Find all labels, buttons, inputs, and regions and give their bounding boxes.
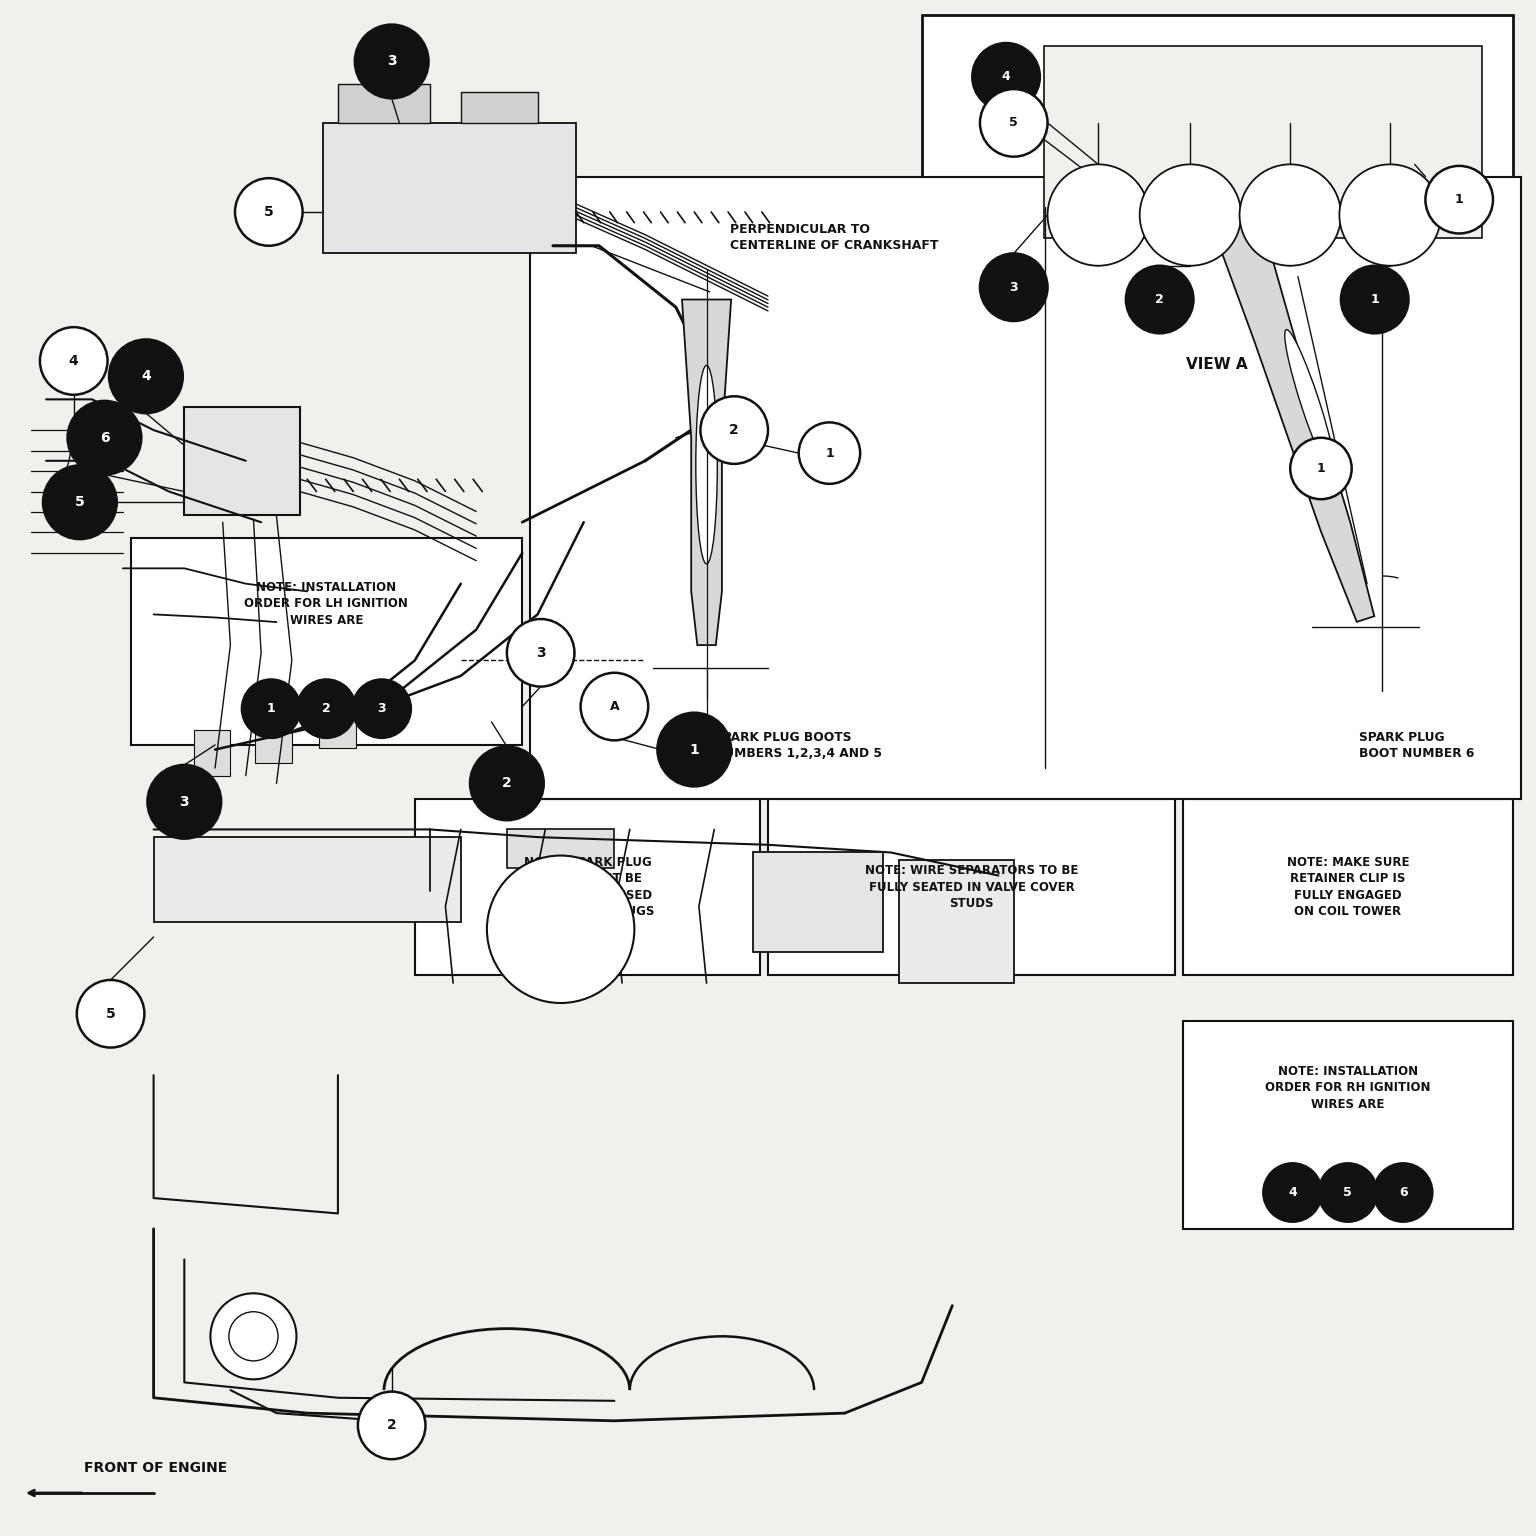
Text: SPARK PLUG
BOOT NUMBER 6: SPARK PLUG BOOT NUMBER 6 <box>1359 731 1475 760</box>
Circle shape <box>298 679 356 737</box>
Text: SPARK PLUG BOOTS
NUMBERS 1,2,3,4 AND 5: SPARK PLUG BOOTS NUMBERS 1,2,3,4 AND 5 <box>714 731 882 760</box>
Circle shape <box>1140 164 1241 266</box>
Circle shape <box>355 25 429 98</box>
Circle shape <box>229 1312 278 1361</box>
Circle shape <box>1126 266 1193 333</box>
Circle shape <box>40 327 108 395</box>
Bar <box>461 92 538 123</box>
Circle shape <box>1425 166 1493 233</box>
Text: 5: 5 <box>1009 117 1018 129</box>
Bar <box>922 15 1513 392</box>
Text: 4: 4 <box>141 369 151 384</box>
Text: 3: 3 <box>1009 281 1018 293</box>
Circle shape <box>353 679 410 737</box>
Text: 4: 4 <box>69 353 78 369</box>
Circle shape <box>1240 164 1341 266</box>
Bar <box>131 538 522 745</box>
Circle shape <box>43 465 117 539</box>
Polygon shape <box>1212 210 1375 622</box>
Text: 4: 4 <box>1289 1186 1296 1200</box>
Text: NOTE: INSTALLATION
ORDER FOR RH IGNITION
WIRES ARE: NOTE: INSTALLATION ORDER FOR RH IGNITION… <box>1266 1064 1430 1111</box>
Bar <box>899 860 1014 983</box>
Text: 3: 3 <box>536 645 545 660</box>
Bar <box>154 837 461 922</box>
Circle shape <box>147 765 221 839</box>
Bar <box>323 123 576 253</box>
Text: 3: 3 <box>378 702 386 716</box>
Circle shape <box>581 673 648 740</box>
Bar <box>1183 1021 1513 1229</box>
Bar <box>415 799 760 975</box>
Circle shape <box>507 619 574 687</box>
Text: NOTE: SPARK PLUG
BOOTS MUST BE
SECURELY PRESSED
ONTO SPARK PLUGS: NOTE: SPARK PLUG BOOTS MUST BE SECURELY … <box>521 856 654 919</box>
Circle shape <box>235 178 303 246</box>
Text: 2: 2 <box>730 422 739 438</box>
Text: 5: 5 <box>106 1006 115 1021</box>
Circle shape <box>1263 1163 1321 1221</box>
Circle shape <box>68 401 141 475</box>
Text: 6: 6 <box>100 430 109 445</box>
Text: NOTE: WIRE SEPARATORS TO BE
FULLY SEATED IN VALVE COVER
STUDS: NOTE: WIRE SEPARATORS TO BE FULLY SEATED… <box>865 865 1078 909</box>
Text: 1: 1 <box>690 742 699 757</box>
Text: 2: 2 <box>387 1418 396 1433</box>
Circle shape <box>487 856 634 1003</box>
Bar <box>530 177 1521 799</box>
Bar <box>184 407 300 515</box>
Bar <box>768 799 1175 975</box>
Circle shape <box>1341 266 1409 333</box>
Circle shape <box>1048 164 1149 266</box>
Circle shape <box>210 1293 296 1379</box>
Bar <box>255 717 292 763</box>
Bar <box>1183 799 1513 975</box>
Text: 4: 4 <box>1001 71 1011 83</box>
Circle shape <box>1373 1163 1432 1221</box>
Text: 5: 5 <box>264 204 273 220</box>
Text: VIEW A: VIEW A <box>1186 356 1249 372</box>
Text: 1: 1 <box>267 702 275 716</box>
Text: 2: 2 <box>323 702 330 716</box>
Circle shape <box>972 43 1040 111</box>
Bar <box>507 829 614 868</box>
Text: NOTE: MAKE SURE
RETAINER CLIP IS
FULLY ENGAGED
ON COIL TOWER: NOTE: MAKE SURE RETAINER CLIP IS FULLY E… <box>1287 856 1409 919</box>
Text: A: A <box>610 700 619 713</box>
Text: 1: 1 <box>1316 462 1326 475</box>
Circle shape <box>1290 438 1352 499</box>
Text: 3: 3 <box>387 54 396 69</box>
Text: FRONT OF ENGINE: FRONT OF ENGINE <box>84 1461 227 1475</box>
Circle shape <box>700 396 768 464</box>
Text: 15-20 DEGREES: 15-20 DEGREES <box>1252 215 1361 227</box>
Text: 6: 6 <box>1399 1186 1407 1200</box>
Circle shape <box>980 89 1048 157</box>
Text: 1: 1 <box>1370 293 1379 306</box>
Text: NOTE: INSTALLATION
ORDER FOR LH IGNITION
WIRES ARE: NOTE: INSTALLATION ORDER FOR LH IGNITION… <box>244 581 409 627</box>
Circle shape <box>358 1392 425 1459</box>
Circle shape <box>77 980 144 1048</box>
Circle shape <box>1339 164 1441 266</box>
Text: 2: 2 <box>502 776 511 791</box>
Text: 3: 3 <box>180 794 189 809</box>
Text: 1: 1 <box>1455 194 1464 206</box>
Text: 2: 2 <box>1155 293 1164 306</box>
Text: PERPENDICULAR TO
CENTERLINE OF CRANKSHAFT: PERPENDICULAR TO CENTERLINE OF CRANKSHAF… <box>730 223 938 252</box>
Circle shape <box>657 713 731 786</box>
Ellipse shape <box>1284 330 1336 476</box>
Circle shape <box>243 679 301 737</box>
Polygon shape <box>682 300 731 645</box>
Circle shape <box>799 422 860 484</box>
Circle shape <box>470 746 544 820</box>
Text: 1: 1 <box>825 447 834 459</box>
Circle shape <box>1318 1163 1378 1221</box>
Text: 5: 5 <box>1344 1186 1352 1200</box>
Bar <box>1044 46 1482 238</box>
Circle shape <box>980 253 1048 321</box>
Text: 5: 5 <box>75 495 84 510</box>
Bar <box>194 730 230 776</box>
Bar <box>753 852 883 952</box>
Bar <box>338 84 430 123</box>
Ellipse shape <box>696 366 717 564</box>
Circle shape <box>109 339 183 413</box>
Bar <box>319 702 356 748</box>
